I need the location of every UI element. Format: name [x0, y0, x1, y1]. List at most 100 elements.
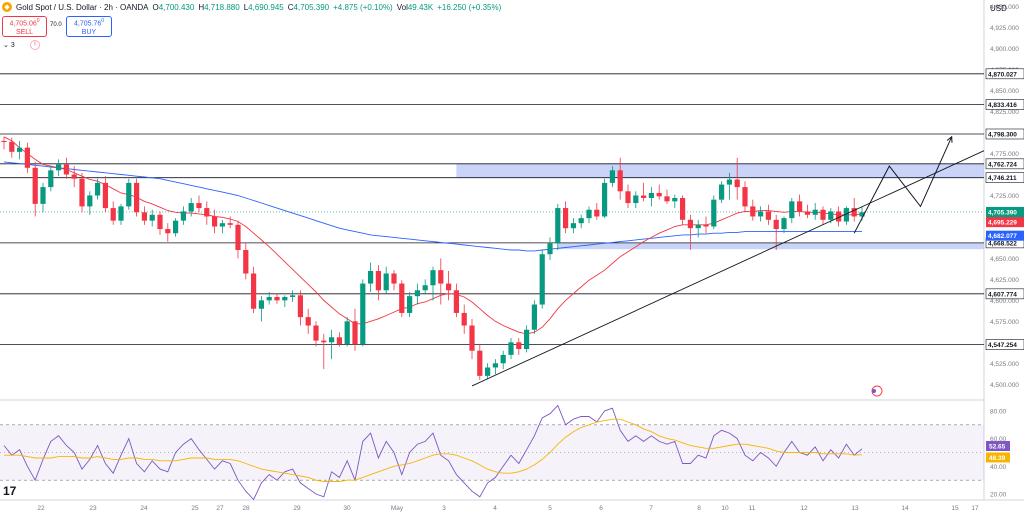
- buy-button[interactable]: 4,705.760 BUY: [66, 16, 112, 37]
- candle-body: [360, 283, 366, 344]
- rsi-ma-value-tag-bg: [986, 452, 1010, 463]
- candle: [297, 290, 303, 326]
- candle-body: [648, 192, 654, 198]
- candle: [625, 184, 631, 209]
- candle: [836, 206, 842, 227]
- candle: [656, 184, 662, 200]
- time-tick-label: 29: [293, 505, 301, 512]
- volume-change: +16.250 (+0.35%): [437, 2, 502, 12]
- time-tick-label: 22: [37, 505, 45, 512]
- candle: [32, 161, 38, 217]
- candle: [360, 279, 366, 347]
- candle: [820, 206, 826, 225]
- candle: [789, 198, 795, 224]
- candle: [797, 194, 803, 217]
- candle: [758, 206, 764, 222]
- candle: [524, 325, 530, 353]
- candle-body: [430, 270, 436, 286]
- time-tick-label: 27: [216, 505, 224, 512]
- candle: [336, 332, 342, 347]
- candle-body: [180, 211, 186, 221]
- candle: [375, 265, 381, 301]
- sell-button[interactable]: 4,705.060 SELL: [2, 16, 47, 37]
- candle-body: [87, 195, 93, 207]
- candle: [508, 338, 514, 360]
- buy-label: BUY: [81, 29, 97, 37]
- candle: [500, 350, 506, 370]
- time-tick-label: 3: [442, 505, 446, 512]
- candle-body: [243, 250, 249, 274]
- candle: [469, 318, 475, 360]
- time-tick-label: 4: [493, 505, 497, 512]
- candle: [212, 209, 218, 234]
- candle: [305, 308, 311, 334]
- price-tick-label: 4,775.000: [990, 151, 1019, 158]
- candle-body: [703, 224, 709, 227]
- candle: [399, 280, 405, 318]
- candle-body: [508, 342, 514, 355]
- projection-arrow-head: [946, 135, 953, 143]
- price-tick-label: 4,725.000: [990, 193, 1019, 200]
- symbol-title[interactable]: Gold Spot / U.S. Dollar · 2h · OANDA: [16, 2, 149, 12]
- candle-body: [134, 182, 140, 213]
- candle-body: [446, 283, 452, 291]
- candle-body: [539, 254, 545, 305]
- candle: [95, 178, 101, 200]
- candle: [563, 201, 569, 234]
- currency-label[interactable]: USD: [990, 4, 1007, 13]
- candle-body: [282, 297, 288, 301]
- time-tick-label: 10: [721, 505, 729, 512]
- candle: [1, 136, 7, 150]
- candle: [219, 219, 225, 234]
- candle-body: [563, 208, 569, 229]
- candle-body: [71, 174, 77, 179]
- candle: [414, 283, 420, 305]
- alert-circle-icon[interactable]: !: [30, 40, 40, 50]
- candle: [56, 159, 62, 177]
- candle-body: [492, 363, 498, 368]
- candle: [648, 187, 654, 207]
- candle: [812, 203, 818, 220]
- price-tick-label: 4,575.000: [990, 319, 1019, 326]
- price-tick-label: 4,900.000: [990, 46, 1019, 53]
- candle: [531, 300, 537, 334]
- candle-body: [102, 182, 108, 209]
- candle: [173, 218, 179, 237]
- candle: [672, 194, 678, 209]
- candle-body: [633, 195, 639, 204]
- candle: [149, 209, 155, 227]
- candle-body: [196, 203, 202, 209]
- rsi-ma-line: [4, 418, 863, 482]
- candle: [204, 201, 210, 225]
- candle-body: [750, 206, 756, 217]
- candle: [609, 166, 615, 188]
- candle-body: [664, 196, 670, 202]
- candle-body: [383, 273, 389, 291]
- candle: [344, 317, 350, 347]
- fast-ma-price-tag: 4,695.229: [988, 220, 1017, 227]
- candle-body: [274, 297, 280, 301]
- candle: [711, 195, 717, 230]
- candle: [48, 166, 54, 192]
- candle: [734, 157, 740, 200]
- candle-body: [680, 198, 686, 220]
- candle: [313, 321, 319, 347]
- price-tick-label: 4,500.000: [990, 382, 1019, 389]
- price-tick-label: 4,525.000: [990, 361, 1019, 368]
- candle-body: [344, 321, 350, 344]
- candle-body: [219, 223, 225, 227]
- ascending-trendline: [471, 200, 874, 387]
- rsi-tick-label: 60.00: [990, 436, 1007, 443]
- indicators-toggle[interactable]: ⌄ 3: [3, 41, 15, 49]
- candle: [321, 333, 327, 370]
- candle: [282, 295, 288, 308]
- candle: [687, 214, 693, 251]
- candle: [329, 329, 335, 360]
- candle-body: [24, 147, 30, 168]
- candle: [594, 203, 600, 220]
- level-price-tag: 4,870.027: [988, 71, 1017, 78]
- candle-body: [859, 212, 865, 217]
- time-tick-label: 13: [851, 505, 859, 512]
- candle-body: [118, 206, 124, 221]
